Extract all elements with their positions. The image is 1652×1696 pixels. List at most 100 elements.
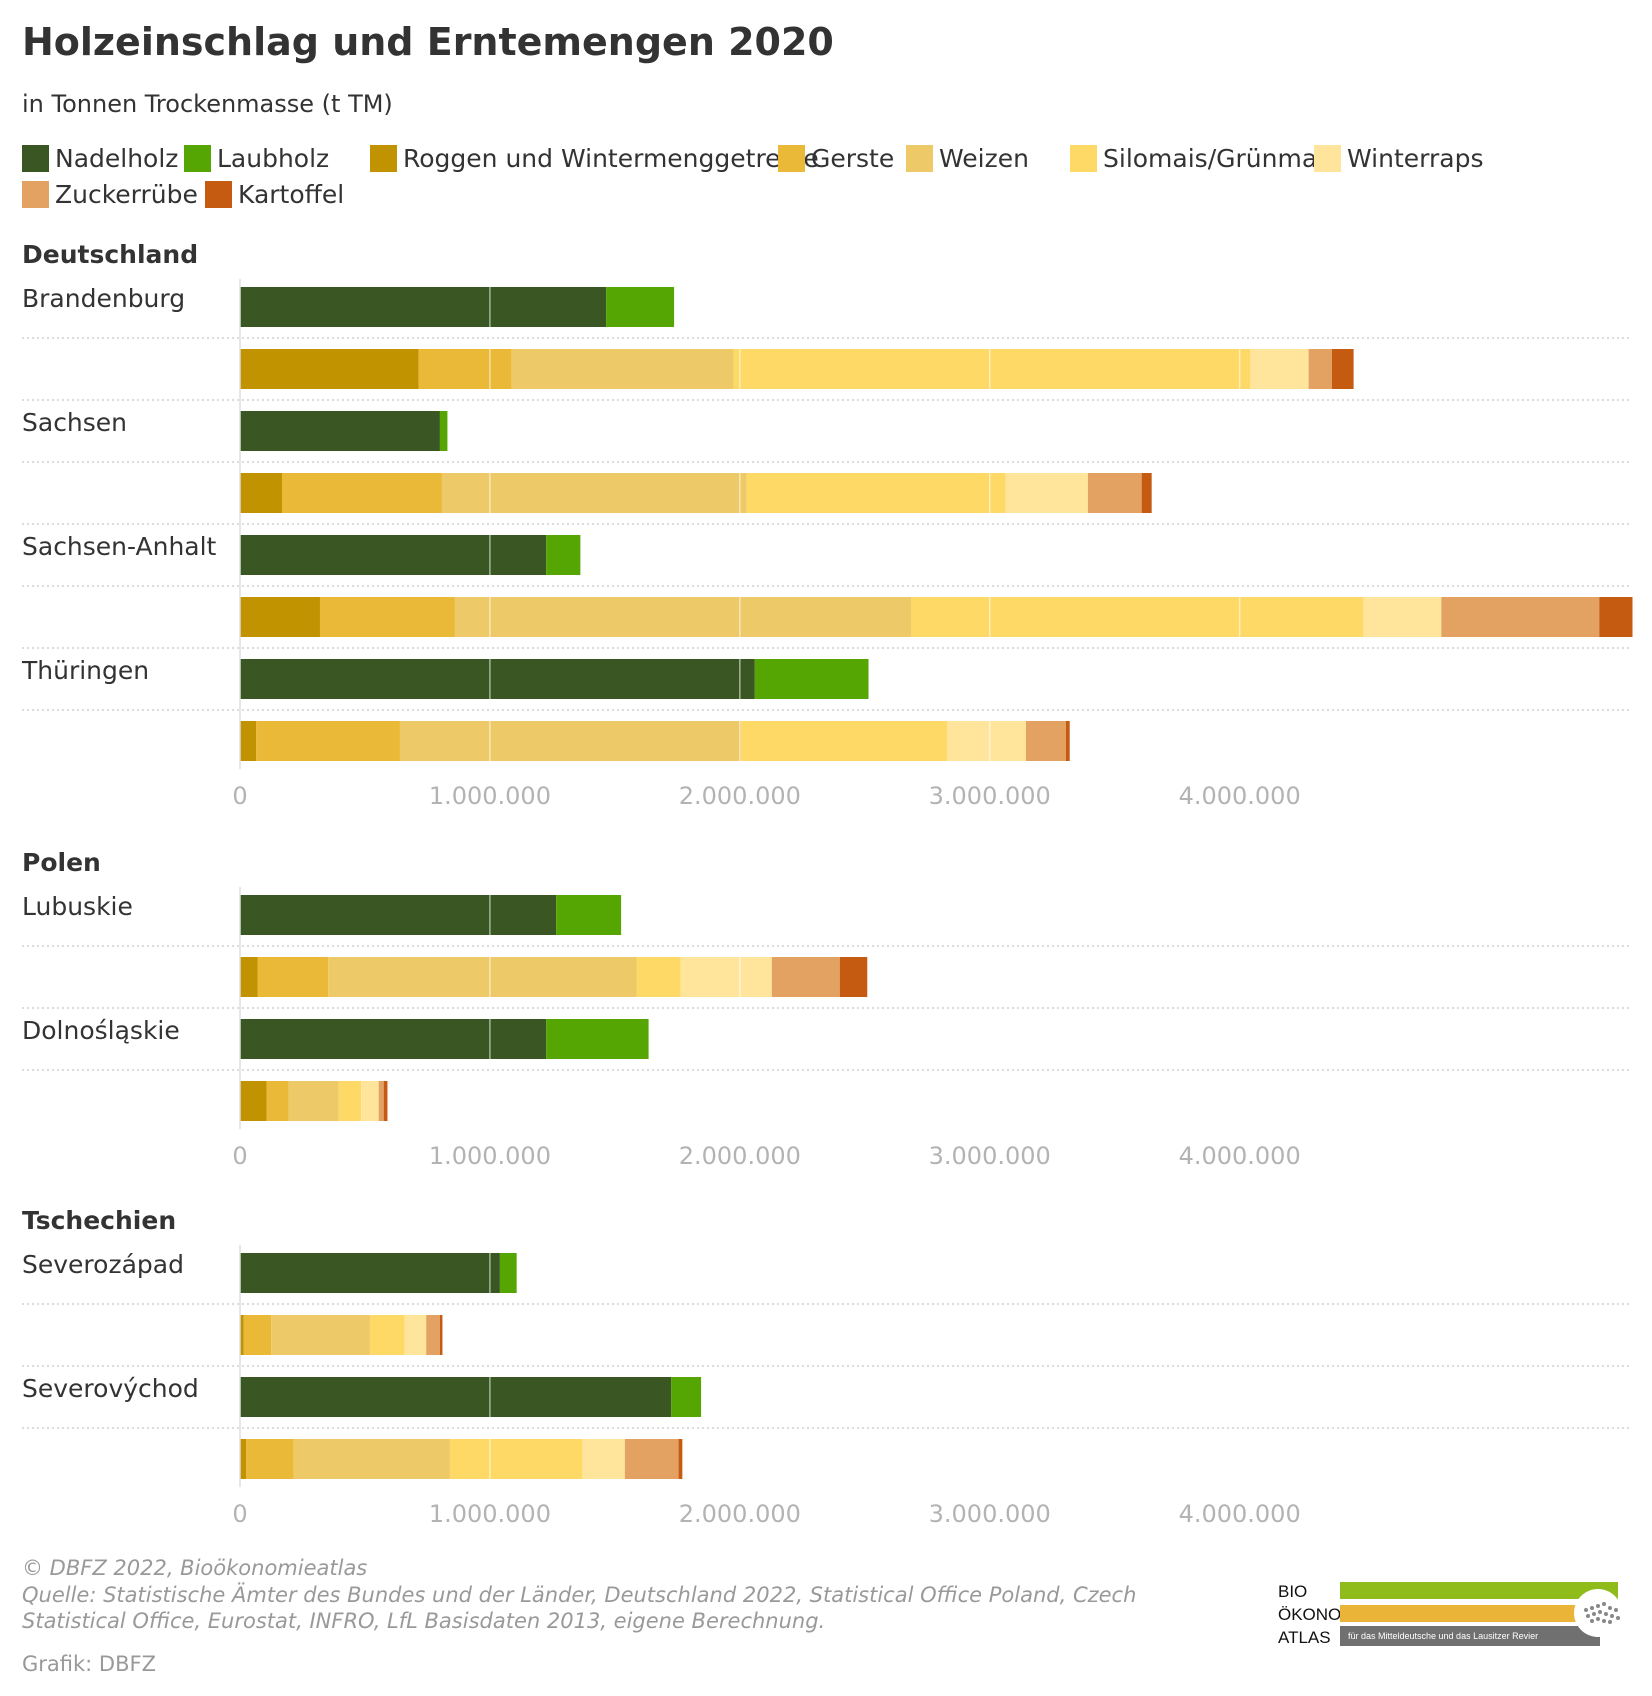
bar-segment bbox=[378, 1081, 384, 1121]
bar-segment bbox=[1005, 473, 1088, 513]
bar-segment bbox=[546, 1019, 649, 1059]
bar-segment bbox=[1141, 473, 1152, 513]
group-heading: Deutschland bbox=[22, 240, 198, 269]
legend-item-4: Weizen bbox=[906, 144, 1029, 173]
bar-segment bbox=[328, 957, 637, 997]
bar-segment bbox=[240, 473, 282, 513]
bar-segment bbox=[1599, 597, 1633, 637]
bar-segment bbox=[733, 349, 1251, 389]
x-tick-label: 1.000.000 bbox=[429, 1500, 551, 1528]
bar-segment bbox=[240, 597, 320, 637]
bar-segment bbox=[319, 597, 455, 637]
bar-segment bbox=[454, 597, 912, 637]
bar-segment bbox=[369, 1315, 405, 1355]
legend-label: Roggen und Wintermenggetreide bbox=[403, 144, 819, 173]
bar-segment bbox=[240, 1019, 547, 1059]
bar-segment bbox=[1441, 597, 1600, 637]
map-dots-icon bbox=[1574, 1589, 1622, 1637]
bar-segment bbox=[678, 1439, 683, 1479]
bar-segment bbox=[1025, 721, 1066, 761]
region-label: Severovýchod bbox=[22, 1374, 199, 1403]
region-label: Lubuskie bbox=[22, 892, 133, 921]
bar-segment bbox=[439, 1315, 443, 1355]
bar-segment bbox=[741, 721, 948, 761]
bar-segment bbox=[1250, 349, 1309, 389]
bar-segment bbox=[404, 1315, 427, 1355]
bar-segment bbox=[240, 957, 258, 997]
bar-segment bbox=[271, 1315, 370, 1355]
bar-segment bbox=[947, 721, 1026, 761]
x-tick-label: 3.000.000 bbox=[929, 1500, 1051, 1528]
legend-swatch bbox=[370, 145, 397, 172]
x-tick-label: 1.000.000 bbox=[429, 782, 551, 810]
footer-source-line1: Quelle: Statistische Ämter des Bundes un… bbox=[22, 1583, 1137, 1607]
bar-segment bbox=[240, 1377, 672, 1417]
bar-segment bbox=[606, 287, 675, 327]
bar-segment bbox=[624, 1439, 679, 1479]
region-label: Sachsen-Anhalt bbox=[22, 532, 217, 561]
bar-segment bbox=[293, 1439, 450, 1479]
bar-segment bbox=[240, 411, 440, 451]
bar-segment bbox=[383, 1081, 388, 1121]
logo-green-bar bbox=[1340, 1582, 1618, 1599]
bar-segment bbox=[1363, 597, 1442, 637]
bar-segment bbox=[399, 721, 742, 761]
region-label: Brandenburg bbox=[22, 284, 185, 313]
bar-segment bbox=[256, 721, 400, 761]
bar-segment bbox=[1065, 721, 1070, 761]
bar-segment bbox=[754, 659, 869, 699]
chart-area: Deutschland Brandenburg Sachsen Sachsen-Anh… bbox=[21, 240, 1633, 1528]
x-tick-label: 2.000.000 bbox=[679, 1500, 801, 1528]
group-heading: Tschechien bbox=[22, 1206, 176, 1235]
legend-item-6: Winterraps bbox=[1314, 144, 1483, 173]
legend-item-2: Roggen und Wintermenggetreide bbox=[370, 144, 819, 173]
x-tick-label: 0 bbox=[232, 782, 247, 810]
legend-swatch bbox=[184, 145, 211, 172]
footer-copyright: © DBFZ 2022, Bioökonomieatlas bbox=[22, 1556, 368, 1580]
region-label: Thüringen bbox=[21, 656, 149, 685]
legend-item-1: Laubholz bbox=[184, 144, 329, 173]
legend-item-5: Silomais/Grünmais bbox=[1070, 144, 1337, 173]
x-tick-label: 2.000.000 bbox=[679, 782, 801, 810]
bar-segment bbox=[911, 597, 1364, 637]
bar-segment bbox=[418, 349, 512, 389]
logo-yellow-bar bbox=[1340, 1605, 1608, 1622]
legend-label: Laubholz bbox=[217, 144, 330, 173]
x-tick-label: 1.000.000 bbox=[429, 1142, 551, 1170]
bar-segment bbox=[1308, 349, 1332, 389]
legend-swatch bbox=[22, 145, 49, 172]
bar-segment bbox=[671, 1377, 702, 1417]
bar-segment bbox=[240, 1081, 267, 1121]
legend-item-3: Gerste bbox=[778, 144, 894, 173]
region-label: Severozápad bbox=[22, 1250, 184, 1279]
bar-segment bbox=[246, 1439, 294, 1479]
bar-segment bbox=[1331, 349, 1354, 389]
legend-label: Weizen bbox=[939, 144, 1029, 173]
legend-item-0: Nadelholz bbox=[22, 144, 178, 173]
x-tick-label: 4.000.000 bbox=[1179, 1142, 1301, 1170]
bar-segment bbox=[546, 535, 581, 575]
bar-segment bbox=[240, 1315, 244, 1355]
bar-segment bbox=[240, 1253, 500, 1293]
bar-segment bbox=[746, 473, 1006, 513]
x-tick-label: 0 bbox=[232, 1500, 247, 1528]
bioeconomy-atlas-logo: BIO ÖKONOMIE ATLAS für das Mitteldeutsch… bbox=[1278, 1578, 1638, 1648]
x-tick-label: 4.000.000 bbox=[1179, 1500, 1301, 1528]
bar-segment bbox=[266, 1081, 289, 1121]
legend-label: Zuckerrübe bbox=[55, 180, 198, 209]
chart-title: Holzeinschlag und Erntemengen 2020 bbox=[22, 20, 834, 64]
logo-word-bio: BIO bbox=[1278, 1582, 1308, 1601]
group-heading: Polen bbox=[22, 848, 101, 877]
region-label: Dolnośląskie bbox=[22, 1016, 180, 1045]
footer-source-line2: Statistical Office, Eurostat, INFRO, LfL… bbox=[22, 1609, 826, 1633]
bar-segment bbox=[1087, 473, 1142, 513]
legend-swatch bbox=[22, 181, 49, 208]
logo-tagline: für das Mitteldeutsche und das Lausitzer… bbox=[1340, 1626, 1600, 1646]
legend-swatch bbox=[205, 181, 232, 208]
bar-segment bbox=[288, 1081, 339, 1121]
legend-swatch bbox=[1314, 145, 1341, 172]
x-tick-label: 4.000.000 bbox=[1179, 782, 1301, 810]
legend-label: Silomais/Grünmais bbox=[1103, 144, 1338, 173]
bar-segment bbox=[511, 349, 734, 389]
legend-swatch bbox=[906, 145, 933, 172]
